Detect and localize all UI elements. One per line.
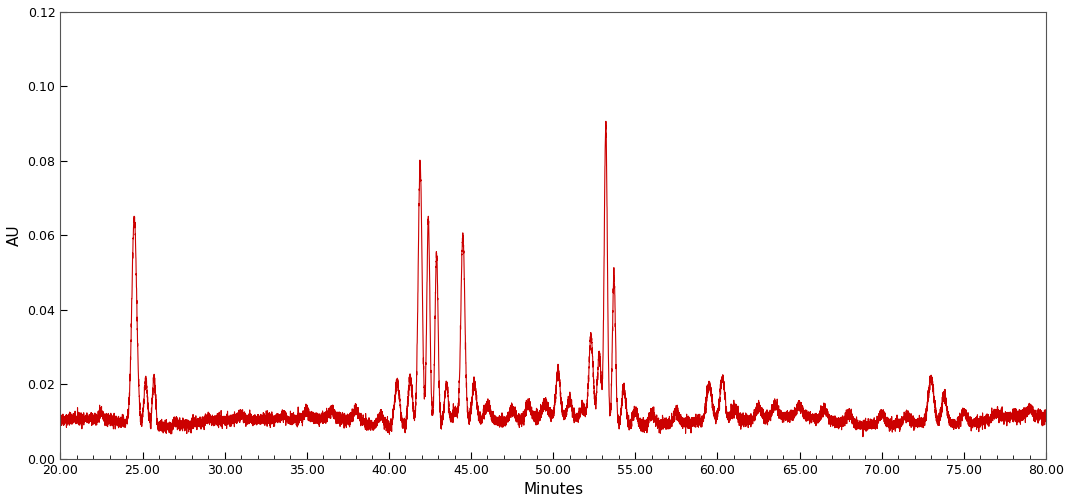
Y-axis label: AU: AU <box>6 224 21 246</box>
X-axis label: Minutes: Minutes <box>523 482 584 497</box>
